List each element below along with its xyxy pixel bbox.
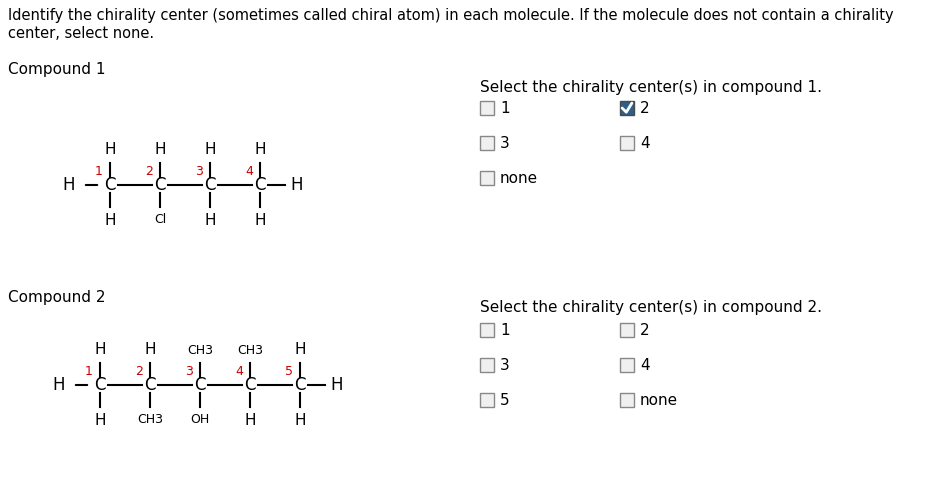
Text: C: C	[244, 376, 255, 394]
Bar	[620, 393, 634, 407]
Bar	[620, 136, 634, 150]
Text: 5: 5	[500, 392, 510, 407]
Text: CH3: CH3	[137, 413, 163, 426]
Text: none: none	[500, 170, 538, 185]
Text: Compound 2: Compound 2	[8, 290, 105, 305]
Text: 3: 3	[195, 164, 203, 177]
Bar	[480, 136, 494, 150]
Bar	[620, 323, 634, 337]
Text: 4: 4	[640, 135, 650, 150]
Bar	[620, 358, 634, 372]
Text: H: H	[52, 376, 65, 394]
Text: H: H	[294, 342, 306, 357]
Text: H: H	[290, 176, 303, 194]
Bar	[480, 171, 494, 185]
Text: 1: 1	[85, 365, 93, 377]
Text: H: H	[104, 142, 116, 157]
Text: C: C	[294, 376, 306, 394]
Text: Select the chirality center(s) in compound 2.: Select the chirality center(s) in compou…	[480, 300, 822, 315]
Text: CH3: CH3	[187, 344, 213, 357]
Text: C: C	[94, 376, 105, 394]
Text: 4: 4	[235, 365, 243, 377]
Bar	[480, 101, 494, 115]
Text: H: H	[254, 213, 266, 228]
Text: H: H	[294, 413, 306, 428]
Text: C: C	[144, 376, 156, 394]
Text: 3: 3	[500, 135, 510, 150]
Text: 2: 2	[135, 365, 143, 377]
Text: 4: 4	[640, 358, 650, 373]
Text: Cl: Cl	[154, 213, 166, 226]
Text: Select the chirality center(s) in compound 1.: Select the chirality center(s) in compou…	[480, 80, 822, 95]
Text: 1: 1	[500, 323, 510, 338]
Text: none: none	[640, 392, 679, 407]
Bar	[480, 393, 494, 407]
Text: C: C	[204, 176, 215, 194]
Text: C: C	[254, 176, 266, 194]
Text: H: H	[204, 142, 215, 157]
Text: H: H	[104, 213, 116, 228]
Text: C: C	[195, 376, 206, 394]
Text: H: H	[144, 342, 156, 357]
Text: CH3: CH3	[237, 344, 263, 357]
Text: 2: 2	[640, 101, 650, 116]
Text: C: C	[155, 176, 166, 194]
Text: Compound 1: Compound 1	[8, 62, 105, 77]
Text: H: H	[244, 413, 255, 428]
Text: H: H	[204, 213, 215, 228]
Text: H: H	[330, 376, 343, 394]
Text: OH: OH	[191, 413, 210, 426]
Text: 3: 3	[185, 365, 193, 377]
Text: 2: 2	[640, 323, 650, 338]
Text: H: H	[254, 142, 266, 157]
Text: Identify the chirality center (sometimes called chiral atom) in each molecule. I: Identify the chirality center (sometimes…	[8, 8, 894, 23]
Bar	[480, 358, 494, 372]
Text: 4: 4	[245, 164, 253, 177]
Text: 1: 1	[95, 164, 103, 177]
Text: C: C	[104, 176, 116, 194]
Text: H: H	[94, 342, 105, 357]
Text: 5: 5	[285, 365, 293, 377]
Text: H: H	[155, 142, 166, 157]
Text: center, select none.: center, select none.	[8, 26, 154, 41]
Text: 1: 1	[500, 101, 510, 116]
Bar	[480, 323, 494, 337]
Text: 3: 3	[500, 358, 510, 373]
Text: H: H	[94, 413, 105, 428]
Text: 2: 2	[145, 164, 153, 177]
Bar	[620, 101, 634, 115]
Text: H: H	[63, 176, 75, 194]
